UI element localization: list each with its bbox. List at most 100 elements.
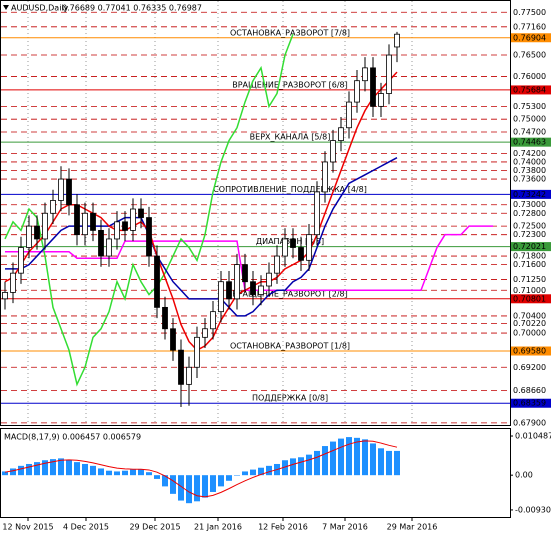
candle-body bbox=[282, 238, 288, 257]
candle-body bbox=[170, 328, 176, 351]
macd-bar bbox=[138, 469, 144, 476]
level-text: ДИАПАЗОН [3/8] bbox=[256, 237, 324, 246]
macd-bar bbox=[34, 462, 40, 476]
level-text: ВРАЩЕНИЕ_РАЗВОРОТ [2/8] bbox=[232, 289, 348, 298]
level-label: 0.72021 bbox=[513, 242, 546, 251]
y-tick-label: 0.77500 bbox=[513, 8, 546, 17]
macd-bar bbox=[386, 450, 392, 476]
macd-bar bbox=[122, 470, 128, 476]
y-tick-label: 0.74000 bbox=[513, 157, 546, 166]
level-tag bbox=[511, 242, 551, 252]
candle-body bbox=[98, 229, 104, 257]
level-label: 0.69580 bbox=[513, 347, 546, 356]
candle-body bbox=[234, 264, 240, 300]
y-tick-label: 0.74700 bbox=[513, 128, 546, 137]
y-tick-label: 0.76000 bbox=[513, 72, 546, 81]
macd-bar bbox=[74, 462, 80, 476]
level-text: ВЕРХ_КАНАЛА [5/8] bbox=[250, 133, 331, 142]
candle-body bbox=[338, 127, 344, 141]
candle-body bbox=[138, 208, 144, 218]
candle-body bbox=[250, 281, 256, 295]
y-tick-label: 0.68660 bbox=[513, 386, 546, 395]
x-tick-label: 29 Mar 2016 bbox=[387, 523, 438, 532]
x-tick-label: 12 Feb 2016 bbox=[258, 523, 308, 532]
level-label: 0.73242 bbox=[513, 190, 546, 199]
level-text: ОСТАНОВКА_РАЗВОРОТ [1/8] bbox=[230, 342, 350, 351]
macd-title: MACD(8,17,9) 0.006457 0.006579 bbox=[4, 433, 141, 442]
macd-bar bbox=[154, 475, 160, 479]
level-label: 0.74463 bbox=[513, 138, 546, 147]
y-tick-label: 0.76500 bbox=[513, 51, 546, 60]
macd-bar bbox=[50, 459, 56, 476]
macd-bar bbox=[298, 457, 304, 476]
level-label: 0.70801 bbox=[513, 294, 546, 303]
level-tag bbox=[511, 85, 551, 95]
macd-bar bbox=[82, 463, 88, 476]
candle-body bbox=[162, 306, 168, 330]
macd-bar bbox=[106, 470, 112, 476]
macd-bar bbox=[346, 437, 352, 476]
candle-body bbox=[386, 54, 392, 94]
candle-body bbox=[26, 225, 32, 248]
macd-bar bbox=[282, 460, 288, 476]
y-tick-label: 0.71600 bbox=[513, 260, 546, 269]
level-label: 0.75684 bbox=[513, 85, 546, 94]
macd-bar bbox=[10, 468, 16, 476]
candle-body bbox=[322, 161, 328, 193]
y-tick-label: 0.73000 bbox=[513, 200, 546, 209]
x-tick-label: 7 Mar 2016 bbox=[322, 523, 368, 532]
macd-bar bbox=[330, 441, 336, 476]
indicator-line bbox=[5, 225, 493, 292]
macd-bar bbox=[90, 465, 96, 476]
macd-bar bbox=[194, 475, 200, 502]
y-tick-label: 0.00 bbox=[515, 471, 533, 480]
x-tick-label: 12 Nov 2015 bbox=[2, 523, 53, 532]
candle-body bbox=[362, 67, 368, 82]
level-label: 0.68359 bbox=[513, 399, 546, 408]
macd-bar bbox=[370, 443, 376, 476]
macd-bar bbox=[162, 475, 168, 487]
y-tick-label: 0.70220 bbox=[513, 319, 546, 328]
macd-bar bbox=[394, 450, 400, 476]
y-tick-label: 0.72300 bbox=[513, 230, 546, 239]
y-tick-label: -0.009308 bbox=[515, 505, 551, 514]
macd-bar bbox=[26, 463, 32, 476]
candle-body bbox=[394, 33, 400, 48]
candle-body bbox=[258, 285, 264, 295]
x-tick-label: 21 Jan 2016 bbox=[194, 523, 242, 532]
candle-body bbox=[266, 272, 272, 287]
candle-body bbox=[330, 140, 336, 163]
macd-bar bbox=[18, 465, 24, 476]
macd-bar bbox=[290, 458, 296, 476]
y-tick-label: 0.73800 bbox=[513, 166, 546, 175]
y-tick-label: 0.74200 bbox=[513, 149, 546, 158]
candle-body bbox=[370, 67, 376, 107]
macd-bar bbox=[218, 475, 224, 487]
quote: 0.76689 0.77041 0.76335 0.76987 bbox=[62, 4, 202, 13]
indicator-line bbox=[4, 33, 294, 387]
candle-body bbox=[242, 264, 248, 283]
y-tick-label: 0.71000 bbox=[513, 286, 546, 295]
macd-bar bbox=[114, 471, 120, 476]
y-tick-label: 0.71800 bbox=[513, 252, 546, 261]
macd-bar bbox=[66, 459, 72, 476]
y-tick-label: 0.71250 bbox=[513, 275, 546, 284]
candle-body bbox=[146, 217, 152, 257]
chart-title: AUDUSD,Daily bbox=[11, 4, 69, 13]
candle-body bbox=[10, 272, 16, 293]
macd-bar bbox=[58, 458, 64, 476]
macd-bar bbox=[98, 468, 104, 476]
level-tag bbox=[511, 346, 551, 356]
macd-bar bbox=[378, 448, 384, 476]
macd-bar bbox=[170, 475, 176, 494]
y-tick-label: 0.77160 bbox=[513, 22, 546, 31]
candle-body bbox=[122, 221, 128, 231]
level-tag bbox=[511, 137, 551, 147]
candle-body bbox=[18, 247, 24, 274]
macd-bar bbox=[210, 475, 216, 492]
candle-body bbox=[354, 80, 360, 103]
y-tick-label: 0.75300 bbox=[513, 102, 546, 111]
candle-body bbox=[274, 255, 280, 274]
candle-body bbox=[314, 191, 320, 236]
